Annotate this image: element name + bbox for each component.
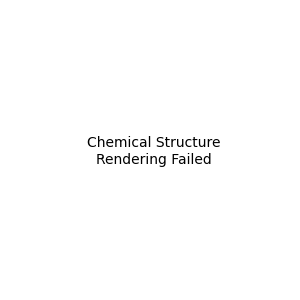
Text: Chemical Structure
Rendering Failed: Chemical Structure Rendering Failed: [87, 136, 220, 166]
